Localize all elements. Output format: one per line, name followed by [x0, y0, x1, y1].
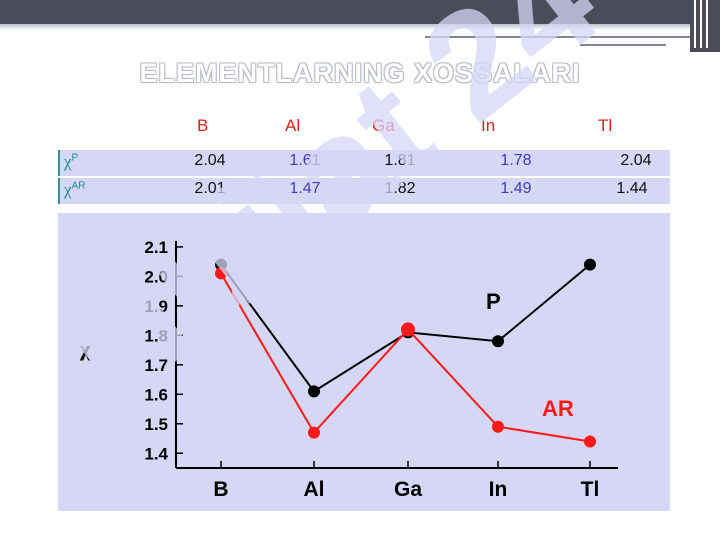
data-point-ar: [401, 322, 415, 337]
y-axis-label: χ: [79, 336, 91, 361]
corner-stripe: [700, 0, 702, 48]
x-tick-label: Tl: [581, 478, 600, 501]
data-point-p: [308, 385, 320, 398]
table-row-marker: [58, 178, 60, 204]
data-point-p: [215, 258, 227, 271]
y-tick-label: 1.9: [144, 297, 168, 316]
row-label-ar: χAR: [64, 180, 85, 200]
data-point-ar: [584, 435, 596, 448]
table-cell: 1.49: [500, 180, 532, 197]
table-header-al: Al: [285, 116, 301, 135]
data-point-p: [584, 258, 596, 271]
data-point-ar: [215, 267, 227, 280]
table-cell: 1.81: [384, 152, 416, 169]
y-tick-label: 1.7: [144, 356, 168, 375]
table-cell: 1.78: [500, 152, 532, 169]
top-bar-shadow: [0, 24, 720, 30]
table-row-marker: [58, 150, 60, 176]
corner-line: [580, 44, 666, 46]
table-cell: 2.04: [194, 152, 226, 169]
table-cell: 1.44: [616, 180, 648, 197]
slide-title: ELEMENTLARNING XOSSALARI: [139, 58, 581, 88]
y-tick-label: 2.0: [144, 267, 168, 286]
x-tick-label: Ga: [394, 478, 422, 501]
row-superscript: P: [71, 152, 79, 164]
table-header-in: In: [481, 116, 496, 135]
x-tick-label: Al: [304, 478, 325, 501]
row-symbol: χ: [64, 180, 72, 199]
series-label-ar: AR: [542, 396, 574, 421]
y-tick-label: 1.4: [144, 444, 168, 463]
corner-line: [425, 36, 690, 38]
y-tick-label: 1.6: [144, 385, 168, 404]
data-point-p: [492, 335, 504, 348]
data-point-ar: [308, 426, 320, 439]
x-tick-label: B: [213, 478, 228, 501]
top-bar: [0, 0, 720, 24]
electronegativity-chart: 1.4 1.5 1.6 1.7 1.8 1.9 2.0 2.1 B Al Ga In Tl χ P AR: [79, 238, 618, 501]
series-label-p: P: [486, 289, 501, 314]
row-symbol: χ: [64, 152, 72, 171]
table-header-b: B: [197, 116, 209, 135]
table-cell: 1.61: [289, 152, 321, 169]
y-tick-label: 1.8: [144, 326, 168, 345]
table-header-tl: Tl: [598, 116, 613, 135]
y-tick-label: 1.5: [144, 415, 168, 434]
table-cell: 1.82: [384, 180, 416, 197]
series-line-ar: [220, 272, 591, 443]
row-superscript: AR: [71, 180, 86, 192]
table-row-ar: [58, 178, 670, 204]
chart-panel: 1.4 1.5 1.6 1.7 1.8 1.9 2.0 2.1 B Al Ga In Tl χ P AR: [58, 213, 670, 511]
corner-stripe: [706, 0, 708, 48]
table-cell: 2.04: [620, 152, 652, 169]
x-tick-label: In: [489, 478, 508, 501]
table-header-ga: Ga: [372, 116, 395, 135]
row-label-p: χP: [64, 152, 78, 172]
table-cell: 1.47: [289, 180, 321, 197]
table-cell: 2.01: [194, 180, 226, 197]
corner-stripe: [694, 0, 696, 48]
data-point-ar: [492, 420, 504, 433]
table-row-p: [58, 150, 670, 176]
y-tick-label: 2.1: [144, 238, 168, 257]
